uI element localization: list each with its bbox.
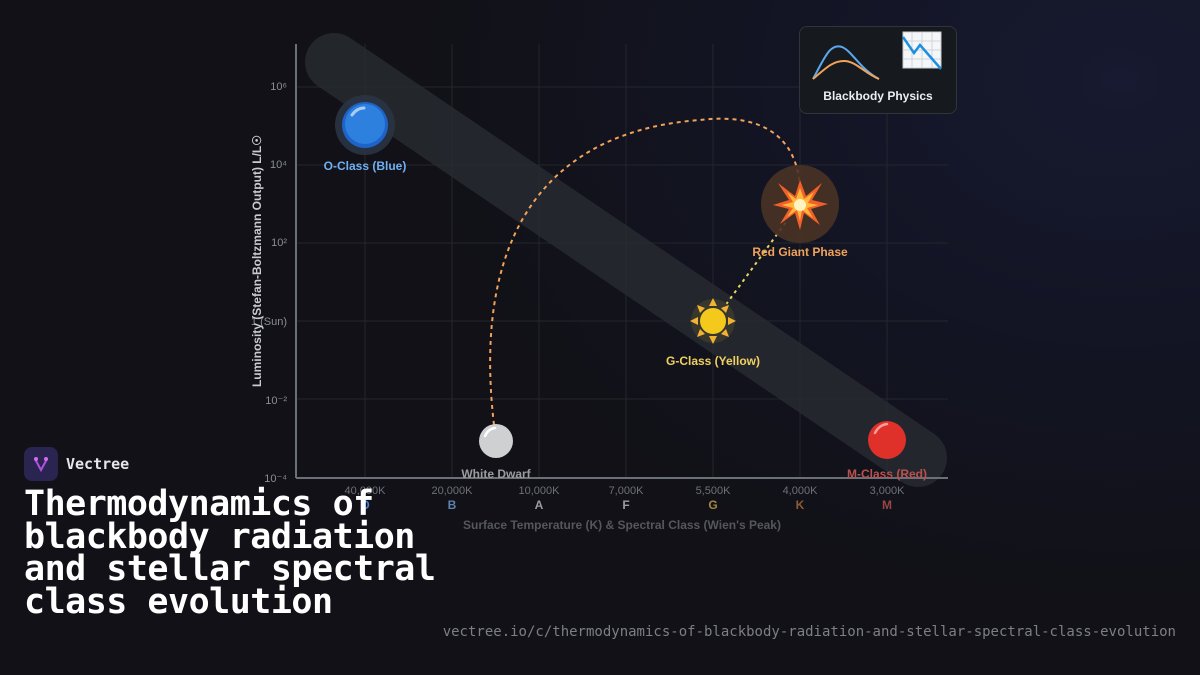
- legend-card: Blackbody Physics: [799, 26, 957, 114]
- blackbody-curves-icon: [812, 45, 880, 80]
- y-tick: 10²: [271, 237, 287, 249]
- evolution-path-giant-to-dwarf: [489, 117, 802, 426]
- spectral-class-k: K: [795, 498, 805, 512]
- x-tick: 10,000K: [518, 485, 560, 497]
- x-tick: 20,000K: [431, 485, 473, 497]
- x-tick: 7,000K: [608, 485, 644, 497]
- spectral-class-b: B: [447, 498, 457, 512]
- chart-decreasing-icon: [902, 31, 942, 70]
- spectral-class-a: A: [534, 498, 544, 512]
- legend-title: Blackbody Physics: [823, 89, 933, 103]
- vectree-logo-icon: [24, 447, 58, 481]
- spectral-class-g: G: [708, 498, 718, 512]
- x-axis-label: Surface Temperature (K) & Spectral Class…: [463, 518, 781, 532]
- y-tick: 1 (Sun): [250, 316, 287, 328]
- x-tick: 40,000K: [344, 485, 386, 497]
- brand: Vectree: [24, 447, 129, 481]
- label-o-class: O-Class (Blue): [323, 159, 407, 173]
- main-sequence-band: [305, 33, 947, 487]
- star-red-giant[interactable]: [761, 165, 839, 243]
- label-white-dwarf: White Dwarf: [461, 467, 531, 481]
- star-m-class[interactable]: [868, 421, 906, 459]
- label-m-class: M-Class (Red): [846, 467, 928, 481]
- spectral-class-o: O: [360, 498, 370, 512]
- star-g-class[interactable]: [690, 298, 736, 344]
- y-tick: 10⁻²: [265, 395, 287, 407]
- y-axis-label: Luminosity (Stefan-Boltzmann Output) L/L…: [250, 134, 264, 388]
- page-title: Thermodynamics of blackbody radiation an…: [24, 484, 436, 622]
- page-url[interactable]: vectree.io/c/thermodynamics-of-blackbody…: [442, 624, 1176, 640]
- brand-name: Vectree: [66, 455, 130, 473]
- x-tick: 5,500K: [695, 485, 731, 497]
- y-tick: 10⁻⁴: [264, 473, 287, 485]
- x-tick: 3,000K: [869, 485, 905, 497]
- star-o-class[interactable]: [335, 95, 395, 155]
- label-g-class: G-Class (Yellow): [665, 354, 761, 368]
- y-tick: 10⁴: [270, 159, 287, 171]
- spectral-class-m: M: [882, 498, 892, 512]
- spectral-class-f: F: [622, 498, 630, 512]
- label-red-giant: Red Giant Phase: [752, 245, 848, 259]
- star-white-dwarf[interactable]: [479, 424, 513, 458]
- y-tick: 10⁶: [270, 81, 287, 93]
- evolution-path-sun-to-giant: [721, 221, 787, 311]
- x-tick: 4,000K: [782, 485, 818, 497]
